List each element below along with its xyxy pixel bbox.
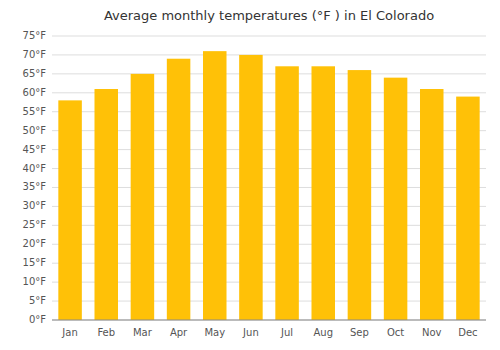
y-tick-label: 10°F <box>23 276 47 287</box>
grid-line <box>52 73 486 74</box>
y-tick-label: 35°F <box>23 181 47 192</box>
x-tick-label: Jun <box>242 327 259 338</box>
y-tick-label: 40°F <box>23 163 47 174</box>
y-tick-label: 0°F <box>29 314 46 325</box>
grid-line <box>52 54 486 55</box>
grid-line <box>52 320 486 321</box>
x-tick-label: Feb <box>97 327 115 338</box>
bar <box>94 89 118 320</box>
chart: Average monthly temperatures (°F ) in El… <box>0 0 500 350</box>
bar <box>239 55 263 320</box>
y-tick-label: 45°F <box>23 144 47 155</box>
x-tick-label: Jan <box>61 327 77 338</box>
bar <box>167 59 191 320</box>
bar <box>311 66 335 320</box>
grid-line <box>52 36 486 37</box>
bars <box>58 51 479 320</box>
bar <box>348 70 372 320</box>
y-tick-label: 25°F <box>23 219 47 230</box>
bar <box>131 74 155 320</box>
y-tick-label: 55°F <box>23 106 47 117</box>
x-tick-label: Dec <box>458 327 477 338</box>
x-tick-label: Aug <box>313 327 333 338</box>
x-tick-label: Sep <box>350 327 369 338</box>
y-tick-label: 60°F <box>23 87 47 98</box>
y-tick-label: 65°F <box>23 68 47 79</box>
x-tick-label: Jul <box>280 327 293 338</box>
bar <box>58 100 82 320</box>
bar <box>384 78 408 320</box>
y-tick-label: 75°F <box>23 30 47 41</box>
y-tick-label: 5°F <box>29 295 46 306</box>
x-tick-label: May <box>204 327 225 338</box>
y-tick-label: 30°F <box>23 200 47 211</box>
bar <box>203 51 227 320</box>
x-tick-label: Mar <box>133 327 153 338</box>
x-tick-label: Nov <box>422 327 442 338</box>
x-axis-line <box>52 320 486 321</box>
y-tick-label: 70°F <box>23 49 47 60</box>
x-tick-label: Oct <box>387 327 404 338</box>
x-axis: Jan Feb Mar Apr May Jun Jul Aug Sep Oct Nov Dec <box>52 320 486 338</box>
chart-container: Average monthly temperatures (°F ) in El… <box>0 0 500 350</box>
bar <box>275 66 299 320</box>
y-tick-label: 20°F <box>23 238 47 249</box>
y-tick-label: 15°F <box>23 257 47 268</box>
y-tick-label: 50°F <box>23 125 47 136</box>
grid <box>52 36 486 320</box>
bar <box>456 97 480 320</box>
bar <box>420 89 444 320</box>
title: Average monthly temperatures (°F ) in El… <box>104 8 434 23</box>
x-tick-label: Apr <box>170 327 188 338</box>
y-axis: 0°F 5°F 10°F 15°F 20°F 25°F 30°F 35°F 40°F 45°F 50… <box>23 30 47 325</box>
